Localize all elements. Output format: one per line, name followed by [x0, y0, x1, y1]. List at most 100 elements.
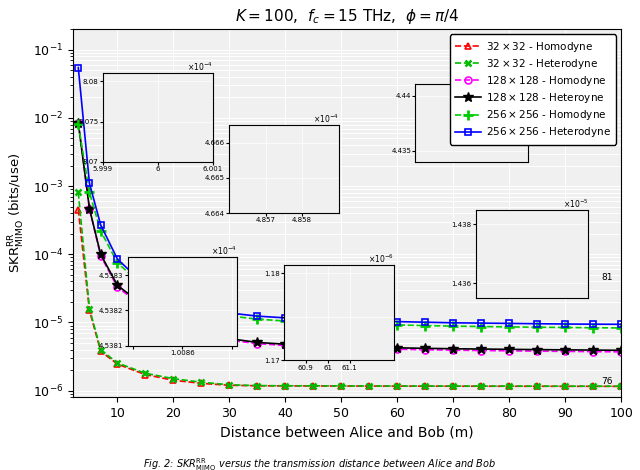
- $256 \times 256$ - Homodyne: [561, 325, 569, 330]
- $256 \times 256$ - Homodyne: [617, 325, 625, 331]
- $128 \times 128$ - Homodyne: [225, 337, 233, 343]
- $32 \times 32$ - Heterodyne: [533, 384, 541, 389]
- $32 \times 32$ - Heterodyne: [337, 383, 345, 389]
- $128 \times 128$ - Homodyne: [617, 349, 625, 355]
- $256 \times 256$ - Heterodyne: [114, 256, 122, 262]
- $128 \times 128$ - Heteroyne: [533, 347, 541, 352]
- $128 \times 128$ - Homodyne: [310, 344, 317, 350]
- $32 \times 32$ - Homodyne: [337, 383, 345, 389]
- $32 \times 32$ - Homodyne: [365, 383, 373, 389]
- Title: $K= 100$,  $f_c = 15$ THz,  $\phi = \pi/4$: $K= 100$, $f_c = 15$ THz, $\phi = \pi/4$: [235, 7, 459, 26]
- $256 \times 256$ - Heterodyne: [310, 316, 317, 322]
- $32 \times 32$ - Homodyne: [506, 384, 513, 389]
- $32 \times 32$ - Heterodyne: [282, 383, 289, 389]
- $256 \times 256$ - Heterodyne: [561, 321, 569, 327]
- $256 \times 256$ - Heterodyne: [506, 321, 513, 326]
- $256 \times 256$ - Heterodyne: [394, 319, 401, 324]
- $128 \times 128$ - Homodyne: [198, 329, 205, 335]
- Legend: $32 \times 32$ - Homodyne, $32 \times 32$ - Heterodyne, $128 \times 128$ - Homod: $32 \times 32$ - Homodyne, $32 \times 32…: [450, 34, 616, 145]
- $32 \times 32$ - Heterodyne: [477, 383, 485, 389]
- $256 \times 256$ - Heterodyne: [141, 282, 149, 288]
- $32 \times 32$ - Heterodyne: [253, 383, 261, 389]
- $256 \times 256$ - Heterodyne: [170, 296, 177, 302]
- $256 \times 256$ - Homodyne: [589, 325, 597, 330]
- $128 \times 128$ - Heteroyne: [394, 345, 401, 351]
- $128 \times 128$ - Homodyne: [477, 348, 485, 353]
- $32 \times 32$ - Heterodyne: [365, 383, 373, 389]
- $128 \times 128$ - Homodyne: [97, 253, 104, 258]
- $32 \times 32$ - Homodyne: [97, 348, 104, 354]
- $128 \times 128$ - Homodyne: [114, 284, 122, 290]
- $256 \times 256$ - Homodyne: [365, 321, 373, 327]
- $32 \times 32$ - Heterodyne: [421, 383, 429, 389]
- $128 \times 128$ - Homodyne: [86, 206, 93, 212]
- $128 \times 128$ - Homodyne: [141, 306, 149, 312]
- $256 \times 256$ - Homodyne: [394, 322, 401, 328]
- $128 \times 128$ - Homodyne: [337, 345, 345, 351]
- $128 \times 128$ - Heteroyne: [337, 344, 345, 349]
- $128 \times 128$ - Heteroyne: [589, 347, 597, 353]
- $32 \times 32$ - Heterodyne: [74, 190, 82, 196]
- $32 \times 32$ - Heterodyne: [617, 384, 625, 389]
- $128 \times 128$ - Heteroyne: [86, 206, 93, 212]
- $32 \times 32$ - Heterodyne: [97, 347, 104, 352]
- Line: $256 \times 256$ - Heterodyne: $256 \times 256$ - Heterodyne: [76, 65, 624, 327]
- $256 \times 256$ - Heterodyne: [198, 305, 205, 311]
- $256 \times 256$ - Heterodyne: [477, 320, 485, 326]
- $128 \times 128$ - Heteroyne: [114, 282, 122, 288]
- $256 \times 256$ - Heterodyne: [449, 320, 457, 326]
- $256 \times 256$ - Homodyne: [225, 313, 233, 319]
- $256 \times 256$ - Heterodyne: [282, 315, 289, 321]
- $32 \times 32$ - Homodyne: [141, 372, 149, 377]
- $256 \times 256$ - Heterodyne: [421, 320, 429, 325]
- Text: Fig. 2: SKR$^{\mathrm{RR}}_{\mathrm{MIMO}}$ versus the transmission distance bet: Fig. 2: SKR$^{\mathrm{RR}}_{\mathrm{MIMO…: [143, 456, 497, 470]
- Line: $128 \times 128$ - Heteroyne: $128 \times 128$ - Heteroyne: [74, 118, 626, 355]
- $256 \times 256$ - Homodyne: [449, 323, 457, 329]
- $128 \times 128$ - Heteroyne: [477, 346, 485, 352]
- $32 \times 32$ - Heterodyne: [506, 384, 513, 389]
- $32 \times 32$ - Heterodyne: [141, 370, 149, 376]
- $128 \times 128$ - Homodyne: [533, 348, 541, 354]
- Y-axis label: SKR$^{\mathrm{RR}}_{\mathrm{MIMO}}$ (bits/use): SKR$^{\mathrm{RR}}_{\mathrm{MIMO}}$ (bit…: [7, 153, 27, 274]
- $32 \times 32$ - Homodyne: [449, 384, 457, 389]
- $32 \times 32$ - Homodyne: [310, 383, 317, 389]
- Text: 76: 76: [602, 376, 613, 385]
- $32 \times 32$ - Heterodyne: [170, 376, 177, 382]
- Line: $128 \times 128$ - Homodyne: $128 \times 128$ - Homodyne: [75, 119, 625, 355]
- $128 \times 128$ - Homodyne: [74, 120, 82, 125]
- $128 \times 128$ - Homodyne: [561, 349, 569, 354]
- $128 \times 128$ - Heteroyne: [310, 343, 317, 348]
- $128 \times 128$ - Heteroyne: [617, 347, 625, 353]
- $32 \times 32$ - Homodyne: [589, 384, 597, 389]
- $128 \times 128$ - Homodyne: [394, 346, 401, 352]
- $128 \times 128$ - Homodyne: [253, 341, 261, 346]
- $256 \times 256$ - Homodyne: [198, 308, 205, 313]
- Text: 81: 81: [602, 273, 613, 282]
- $256 \times 256$ - Homodyne: [282, 318, 289, 324]
- $256 \times 256$ - Homodyne: [253, 316, 261, 322]
- $256 \times 256$ - Homodyne: [74, 121, 82, 127]
- $32 \times 32$ - Homodyne: [421, 384, 429, 389]
- $256 \times 256$ - Heterodyne: [97, 222, 104, 228]
- $32 \times 32$ - Homodyne: [74, 207, 82, 212]
- $32 \times 32$ - Heterodyne: [394, 383, 401, 389]
- $256 \times 256$ - Heterodyne: [74, 65, 82, 70]
- $256 \times 256$ - Heterodyne: [617, 321, 625, 327]
- $128 \times 128$ - Heteroyne: [506, 346, 513, 352]
- $256 \times 256$ - Homodyne: [310, 320, 317, 325]
- $32 \times 32$ - Homodyne: [477, 384, 485, 389]
- $32 \times 32$ - Homodyne: [225, 383, 233, 388]
- $32 \times 32$ - Heterodyne: [198, 379, 205, 385]
- $256 \times 256$ - Heterodyne: [253, 313, 261, 319]
- Line: $32 \times 32$ - Homodyne: $32 \times 32$ - Homodyne: [75, 206, 625, 390]
- $32 \times 32$ - Homodyne: [394, 384, 401, 389]
- $32 \times 32$ - Heterodyne: [310, 383, 317, 389]
- $128 \times 128$ - Homodyne: [506, 348, 513, 353]
- Line: $256 \times 256$ - Homodyne: $256 \times 256$ - Homodyne: [74, 119, 626, 333]
- $128 \times 128$ - Heteroyne: [365, 345, 373, 350]
- $256 \times 256$ - Homodyne: [506, 324, 513, 330]
- $128 \times 128$ - Heteroyne: [141, 304, 149, 310]
- $128 \times 128$ - Heteroyne: [198, 328, 205, 334]
- $128 \times 128$ - Heteroyne: [97, 251, 104, 257]
- $128 \times 128$ - Heteroyne: [421, 345, 429, 351]
